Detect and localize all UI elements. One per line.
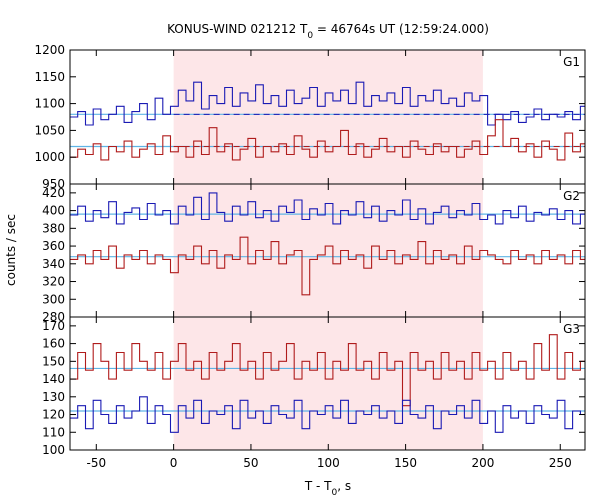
y-tick-label: 150 (42, 354, 65, 368)
y-tick-label: 170 (42, 319, 65, 333)
x-tick-label: 50 (243, 456, 258, 470)
y-tick-label: 1050 (34, 123, 65, 137)
y-tick-label: 1000 (34, 150, 65, 164)
y-tick-label: 110 (42, 425, 65, 439)
chart-title: KONUS-WIND 021212 T0 = 46764s UT (12:59:… (167, 22, 489, 41)
series-line-red-g1 (70, 119, 585, 161)
y-tick-label: 340 (42, 257, 65, 271)
series-line-red-g2 (70, 236, 585, 296)
panel-frame (69, 316, 586, 451)
x-tick-label: 250 (549, 456, 572, 470)
y-tick-label: 100 (42, 443, 65, 457)
panel-g2: 280 300 320 340 360 380 400 420 G2 (42, 183, 586, 324)
y-tick-label: 160 (42, 337, 65, 351)
highlight-interval (173, 317, 483, 450)
x-tick-label: 150 (394, 456, 417, 470)
panel-g1: 950 1000 1050 1100 1150 1200 G1 (34, 43, 586, 191)
panel-g3: 100 110 120 130 140 150 160 170 G3 (42, 316, 586, 457)
series-line-red-g3 (70, 334, 585, 407)
highlight-interval (173, 50, 483, 184)
y-tick-label: 420 (42, 186, 65, 200)
series-line-blue-g1 (70, 81, 585, 126)
y-tick-label: 300 (42, 292, 65, 306)
y-tick-label: 360 (42, 239, 65, 253)
highlight-interval (173, 184, 483, 317)
y-tick-label: 380 (42, 221, 65, 235)
x-tick-label: 200 (471, 456, 494, 470)
y-axis-title: counts / sec (4, 214, 18, 286)
x-axis-title: T - T0, s (304, 479, 351, 498)
y-tick-label: 400 (42, 204, 65, 218)
y-tick-label: 140 (42, 372, 65, 386)
panel-plot-area (70, 334, 585, 433)
y-tick-label: 130 (42, 390, 65, 404)
y-tick-label: 320 (42, 275, 65, 289)
x-tick-label: -50 (86, 456, 106, 470)
panel-label-g2: G2 (563, 189, 580, 203)
panel-plot-area (70, 81, 585, 161)
panel-label-g3: G3 (563, 322, 580, 336)
y-tick-label: 280 (42, 310, 65, 324)
series-line-blue-g2 (70, 192, 585, 225)
panel-label-g1: G1 (563, 55, 580, 69)
y-tick-label: 1150 (34, 70, 65, 84)
panel-plot-area (70, 192, 585, 296)
x-tick-label: 0 (170, 456, 178, 470)
series-line-blue-g3 (70, 396, 585, 433)
panels-group: 95010001050110011501200G1280300320340360… (34, 43, 586, 470)
y-tick-label: 1200 (34, 43, 65, 57)
x-tick-label: 100 (317, 456, 340, 470)
y-tick-label: 120 (42, 408, 65, 422)
y-tick-label: 1100 (34, 97, 65, 111)
y-tick-label: 950 (42, 177, 65, 191)
